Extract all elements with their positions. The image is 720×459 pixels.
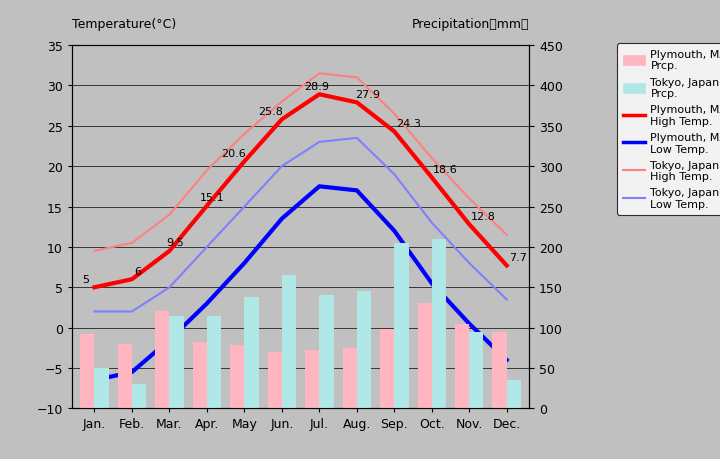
Bar <box>507 381 521 409</box>
Bar <box>207 316 221 409</box>
Text: 20.6: 20.6 <box>221 148 246 158</box>
Bar <box>94 368 109 409</box>
Text: 6: 6 <box>134 266 141 276</box>
Bar <box>357 291 371 409</box>
Text: 9.5: 9.5 <box>166 238 184 248</box>
Bar <box>230 346 244 409</box>
Bar <box>132 384 146 409</box>
Bar <box>418 304 432 409</box>
Text: 27.9: 27.9 <box>356 90 380 100</box>
Bar <box>492 332 507 409</box>
Bar <box>118 344 132 409</box>
Text: 7.7: 7.7 <box>509 252 527 263</box>
Text: Temperature(°C): Temperature(°C) <box>72 18 176 31</box>
Bar <box>244 297 258 409</box>
Bar <box>395 243 408 409</box>
Bar <box>455 324 469 409</box>
Bar <box>320 296 333 409</box>
Bar <box>193 342 207 409</box>
Bar <box>268 352 282 409</box>
Text: 28.9: 28.9 <box>304 82 329 91</box>
Text: Precipitation（mm）: Precipitation（mm） <box>412 18 529 31</box>
Bar <box>282 275 296 409</box>
Bar <box>469 332 484 409</box>
Bar <box>156 312 169 409</box>
Bar <box>169 316 184 409</box>
Legend: Plymouth, MA
Prcp., Tokyo, Japan
Prcp., Plymouth, MA
High Temp., Plymouth, MA
Lo: Plymouth, MA Prcp., Tokyo, Japan Prcp., … <box>617 44 720 215</box>
Bar <box>432 239 446 409</box>
Text: 18.6: 18.6 <box>433 164 458 174</box>
Bar <box>380 330 395 409</box>
Bar <box>305 351 320 409</box>
Bar <box>343 348 357 409</box>
Text: 12.8: 12.8 <box>471 211 495 221</box>
Text: 5: 5 <box>83 274 90 284</box>
Text: 15.1: 15.1 <box>200 193 225 203</box>
Bar <box>80 334 94 409</box>
Text: 25.8: 25.8 <box>258 106 283 117</box>
Text: 24.3: 24.3 <box>396 118 420 129</box>
